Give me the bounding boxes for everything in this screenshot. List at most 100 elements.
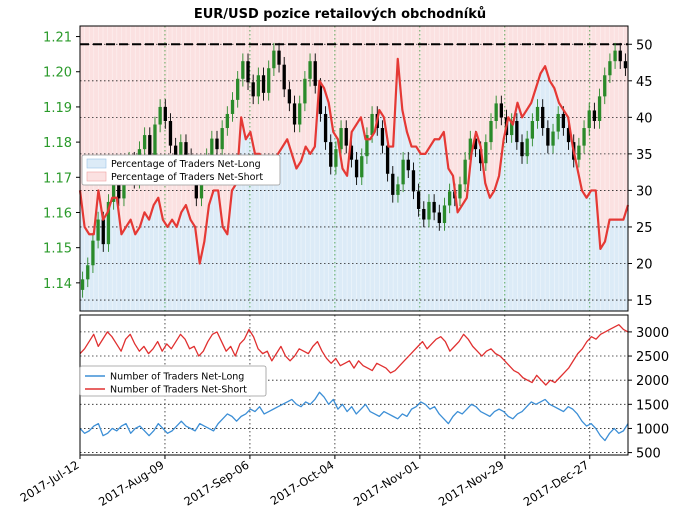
candle-body (91, 240, 95, 266)
candle-body (246, 61, 250, 83)
candle-body (267, 68, 271, 93)
right-tick-label: 45 (636, 75, 653, 90)
candle-body (603, 75, 607, 97)
x-tick-label: 2017-Jul-12 (18, 458, 82, 505)
candle-body (106, 201, 111, 245)
candle-body (427, 201, 431, 220)
candle-body (210, 138, 214, 157)
candle-body (277, 50, 281, 65)
candle-body (442, 205, 447, 224)
left-tick-label: 1.18 (43, 136, 72, 151)
candle-body (618, 50, 622, 62)
candle-body (473, 138, 478, 150)
lower-right-tick-label: 1000 (636, 422, 669, 437)
candle-body (416, 191, 421, 209)
lower-right-tick-label: 3000 (636, 326, 669, 341)
candle-body (380, 128, 385, 146)
x-tick-label: 2017-Sep-06 (181, 458, 251, 509)
candle-body (592, 110, 597, 121)
left-tick-label: 1.21 (43, 31, 72, 46)
candle-body (184, 142, 188, 157)
candle-body (468, 138, 472, 160)
left-tick-label: 1.20 (43, 66, 72, 81)
candle-body (432, 201, 436, 213)
candle-body (111, 184, 116, 202)
left-tick-label: 1.16 (43, 206, 72, 221)
candle-body (597, 96, 602, 121)
candle-body (479, 149, 483, 164)
upper-legend-label: Percentage of Traders Net-Long (111, 159, 261, 170)
candle-body (582, 128, 586, 146)
candle-body (370, 113, 374, 136)
legend-swatch-long (86, 158, 107, 169)
candle-body (220, 128, 224, 150)
x-axis-ticks: 2017-Jul-12 2017-Aug-09 2017-Sep-06 2017-Oc… (18, 455, 592, 509)
lower-legend-label: Number of Traders Net-Short (110, 385, 247, 396)
right-tick-label: 15 (636, 294, 653, 309)
candle-body (489, 121, 493, 143)
x-tick-label: 2017-Aug-09 (96, 458, 167, 509)
upper-legend-label: Percentage of Traders Net-Short (111, 172, 263, 183)
candle-body (349, 145, 354, 160)
candle-body (515, 121, 519, 143)
candle-body (551, 131, 555, 146)
candle-body (566, 128, 571, 143)
candle-body (148, 135, 152, 157)
left-tick-label: 1.15 (43, 242, 72, 257)
candle-body (391, 173, 395, 195)
candle-body (287, 89, 292, 104)
candle-body (587, 110, 591, 129)
candle-body (530, 121, 535, 139)
candle-body (142, 135, 147, 150)
candle-body (86, 265, 90, 280)
candle-body (313, 61, 317, 86)
candle-body (437, 212, 441, 224)
x-tick-label: 2017-Oct-04 (268, 458, 337, 508)
lower-right-tick-label: 500 (636, 447, 661, 462)
series-net-long-line (79, 391, 629, 442)
candle-body (230, 99, 235, 114)
lower-legend-box (79, 365, 267, 397)
candle-body (308, 61, 312, 79)
series-percentage-line (78, 57, 630, 265)
net-short-fill (80, 26, 628, 264)
candle-body (323, 113, 328, 143)
candle-body (194, 177, 198, 199)
net-long-fill (80, 58, 628, 312)
candle-body (215, 138, 219, 150)
candle-body (458, 184, 462, 199)
candle-body (499, 103, 503, 118)
candle-body (261, 75, 266, 93)
candle-body (158, 106, 162, 125)
x-tick-label: 2017-Dec-27 (521, 458, 592, 509)
lower-right-tick-label: 2500 (636, 350, 669, 365)
candle-body (354, 159, 359, 178)
lower-legend-label: Number of Traders Net-Long (110, 372, 244, 383)
series-net-short-line (79, 324, 629, 386)
candle-body (360, 156, 364, 178)
candle-body (117, 184, 121, 199)
left-tick-label: 1.19 (43, 101, 72, 116)
left-tick-label: 1.14 (43, 277, 72, 292)
candle-body (541, 106, 545, 129)
upper-legend: Percentage of Traders Net-Long Percentage… (81, 154, 281, 186)
candle-body (256, 75, 261, 97)
candle-body (406, 159, 410, 171)
candle-body (510, 121, 514, 136)
candle-body (179, 142, 183, 167)
candle-body (236, 78, 240, 100)
candle-body (556, 113, 560, 132)
right-tick-label: 25 (636, 221, 653, 236)
candle-body (225, 113, 229, 129)
candle-body (447, 191, 452, 206)
candle-body (535, 106, 540, 121)
candle-body (463, 159, 467, 185)
candle-body (168, 121, 173, 146)
candle-body (303, 78, 307, 104)
candle-body (163, 106, 167, 121)
right-tick-label: 30 (636, 184, 653, 199)
candle-body (251, 82, 255, 97)
candle-body (292, 103, 297, 125)
candle-body (339, 128, 343, 150)
